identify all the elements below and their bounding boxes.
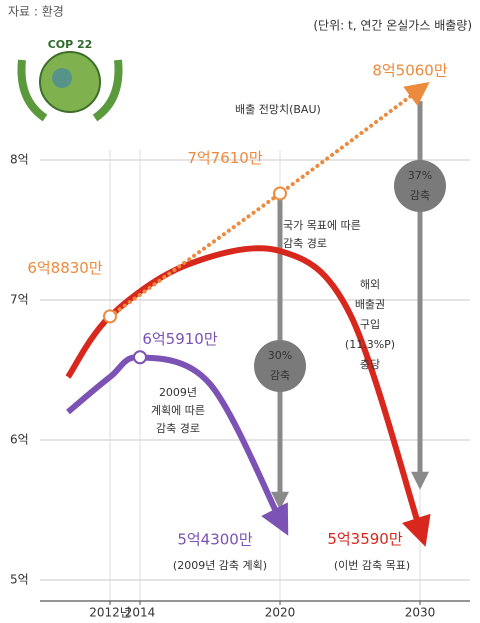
series-line xyxy=(108,81,430,319)
annotation: 감축 경로 xyxy=(156,422,200,435)
annotation: 계획에 따른 xyxy=(151,404,205,417)
annotation: 감축 xyxy=(270,369,290,382)
annotation: 국가 목표에 따른 xyxy=(283,219,361,232)
y-tick-label: 5억 xyxy=(10,573,29,587)
subtitle: (단위: t, 연간 온실가스 배출량) xyxy=(313,19,472,33)
source: 자료 : 환경 xyxy=(8,5,64,19)
annotation: (11.3%P) xyxy=(345,338,395,351)
y-tick-label: 6억 xyxy=(10,433,29,447)
annotation: 충당 xyxy=(360,358,380,371)
series-line xyxy=(66,354,289,536)
point-marker xyxy=(273,186,287,201)
annotation: 배출 전망치(BAU) xyxy=(235,103,321,116)
logo-leaf xyxy=(17,59,48,122)
value-label: 5억4300만 xyxy=(177,530,253,548)
value-label: 5억3590만 xyxy=(327,530,403,548)
logo-sea xyxy=(52,68,72,88)
reduction-arrowhead xyxy=(411,471,429,490)
annotation: 해외 xyxy=(360,277,380,291)
annotation: 구입 xyxy=(360,318,380,331)
annotation: 감축 경로 xyxy=(283,237,327,250)
value-label: 8억5060만 xyxy=(372,62,448,80)
annotation-badge xyxy=(254,340,306,392)
logo-leaf xyxy=(92,59,123,122)
point-marker xyxy=(133,350,147,365)
value-label: 6억5910만 xyxy=(142,330,218,348)
annotation: (2009년 감축 계획) xyxy=(173,559,267,572)
y-tick-label: 8억 xyxy=(10,153,29,167)
logo: COP 22 xyxy=(17,38,123,122)
annotation: 감축 xyxy=(410,189,430,202)
x-tick-label: 2012년 xyxy=(89,606,131,620)
annotation: (이번 감축 목표) xyxy=(334,559,410,572)
value-label: 7억7610만 xyxy=(187,149,263,167)
annotation-badge xyxy=(394,160,446,212)
point-marker xyxy=(103,309,117,324)
value-label: 6억8830만 xyxy=(27,259,103,277)
x-tick-label: 2020 xyxy=(265,606,296,620)
x-tick-label: 2030 xyxy=(405,606,436,620)
logo-text: COP 22 xyxy=(48,38,93,51)
annotation: 30% xyxy=(268,349,292,362)
reduction-arrowhead xyxy=(271,491,289,510)
annotation: 2009년 xyxy=(159,386,197,399)
y-tick-label: 7억 xyxy=(10,293,29,307)
x-tick-label: 2014 xyxy=(125,606,156,620)
annotation: 37% xyxy=(408,169,432,182)
annotation: 배출권 xyxy=(355,298,385,311)
